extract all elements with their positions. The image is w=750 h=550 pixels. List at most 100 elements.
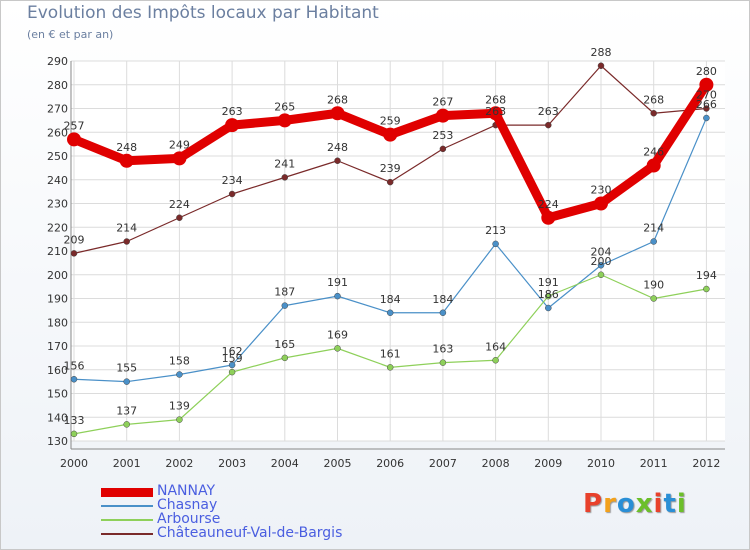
x-tick-label: 2002 [165,457,193,470]
data-point [386,178,394,186]
x-tick-label: 2012 [692,457,720,470]
data-point [172,151,187,166]
data-label: 234 [222,174,243,187]
data-point [70,250,78,257]
data-label: 139 [169,400,190,413]
data-point [492,240,499,248]
y-tick-label: 290 [47,55,68,68]
data-point [225,118,240,133]
data-point [176,214,183,221]
y-tick-label: 170 [47,340,68,353]
data-point [439,309,447,316]
data-label: 224 [169,198,190,211]
data-label: 248 [116,141,137,154]
data-point [545,304,552,312]
x-tick-label: 2011 [640,457,668,470]
data-point [699,77,714,92]
y-tick-label: 270 [47,103,68,116]
data-point [650,238,657,245]
chart-subtitle: (en € et par an) [27,28,114,41]
data-label: 249 [169,138,190,151]
x-tick-label: 2006 [376,457,404,470]
data-point [545,292,552,300]
data-point [228,361,236,369]
data-label: 253 [432,129,453,142]
x-tick-label: 2005 [324,457,352,470]
data-label: 191 [327,276,348,289]
y-tick-label: 130 [47,435,68,448]
x-tick-label: 2000 [60,457,88,470]
data-label: 268 [643,93,664,106]
data-label: 191 [538,276,559,289]
data-label: 164 [485,340,506,353]
data-point [541,210,556,225]
data-label: 266 [696,98,717,111]
data-label: 263 [222,105,243,118]
data-label: 239 [380,162,401,175]
data-label: 159 [222,352,243,365]
legend-label-arbourse: Arbourse [157,511,221,527]
legend-swatch-chateauneuf [101,533,153,535]
data-label: 194 [696,269,717,282]
data-point [439,145,447,153]
proxiti-logo: Proxiti [583,489,687,519]
y-tick-label: 150 [47,388,68,401]
data-point [123,421,130,428]
data-point [334,292,341,300]
data-label: 184 [432,293,453,306]
data-label: 137 [116,404,137,417]
y-tick-label: 200 [47,269,68,282]
data-label: 259 [380,115,401,128]
data-point [435,108,450,123]
data-point [228,368,236,376]
data-label: 169 [327,328,348,341]
data-point [334,157,341,164]
data-point [492,357,499,364]
data-point [650,110,657,117]
y-tick-label: 210 [47,245,68,258]
data-label: 186 [538,288,559,301]
data-point [594,196,608,211]
logo-letter: o [616,489,636,519]
logo-letter: x [635,489,654,519]
data-label: 224 [538,198,559,211]
legend-swatch-arbourse [101,519,153,521]
data-label: 214 [116,222,137,235]
data-label: 246 [643,146,664,159]
legend-label-chasnay: Chasnay [157,497,218,513]
data-label: 267 [432,96,453,109]
data-point [703,105,710,112]
data-point [545,121,552,129]
data-point [646,158,661,173]
logo-letter: t [663,489,677,519]
x-tick-label: 2009 [534,457,562,470]
y-tick-label: 230 [47,198,68,211]
data-point [119,153,134,168]
data-label: 214 [643,222,664,235]
data-point [386,309,394,316]
data-label: 209 [64,233,85,246]
data-point [228,190,236,198]
data-point [334,345,341,352]
data-label: 213 [485,224,506,237]
data-label: 288 [591,46,612,59]
y-tick-label: 160 [47,364,68,377]
data-label: 200 [591,255,612,268]
data-point [281,354,289,362]
data-label: 270 [696,89,717,102]
data-point [277,113,292,128]
data-point [597,262,605,269]
data-point [597,271,605,278]
data-point [70,376,78,383]
data-label: 280 [696,65,717,78]
data-point [70,430,78,438]
legend-label-chateauneuf: Châteauneuf-Val-de-Bargis [157,525,343,541]
data-label: 204 [591,245,612,258]
data-point [330,106,345,121]
data-label: 257 [64,119,85,132]
data-label: 158 [169,355,190,368]
data-label: 248 [327,141,348,154]
data-point [597,62,605,69]
y-tick-label: 280 [47,79,68,92]
data-point [123,378,130,385]
